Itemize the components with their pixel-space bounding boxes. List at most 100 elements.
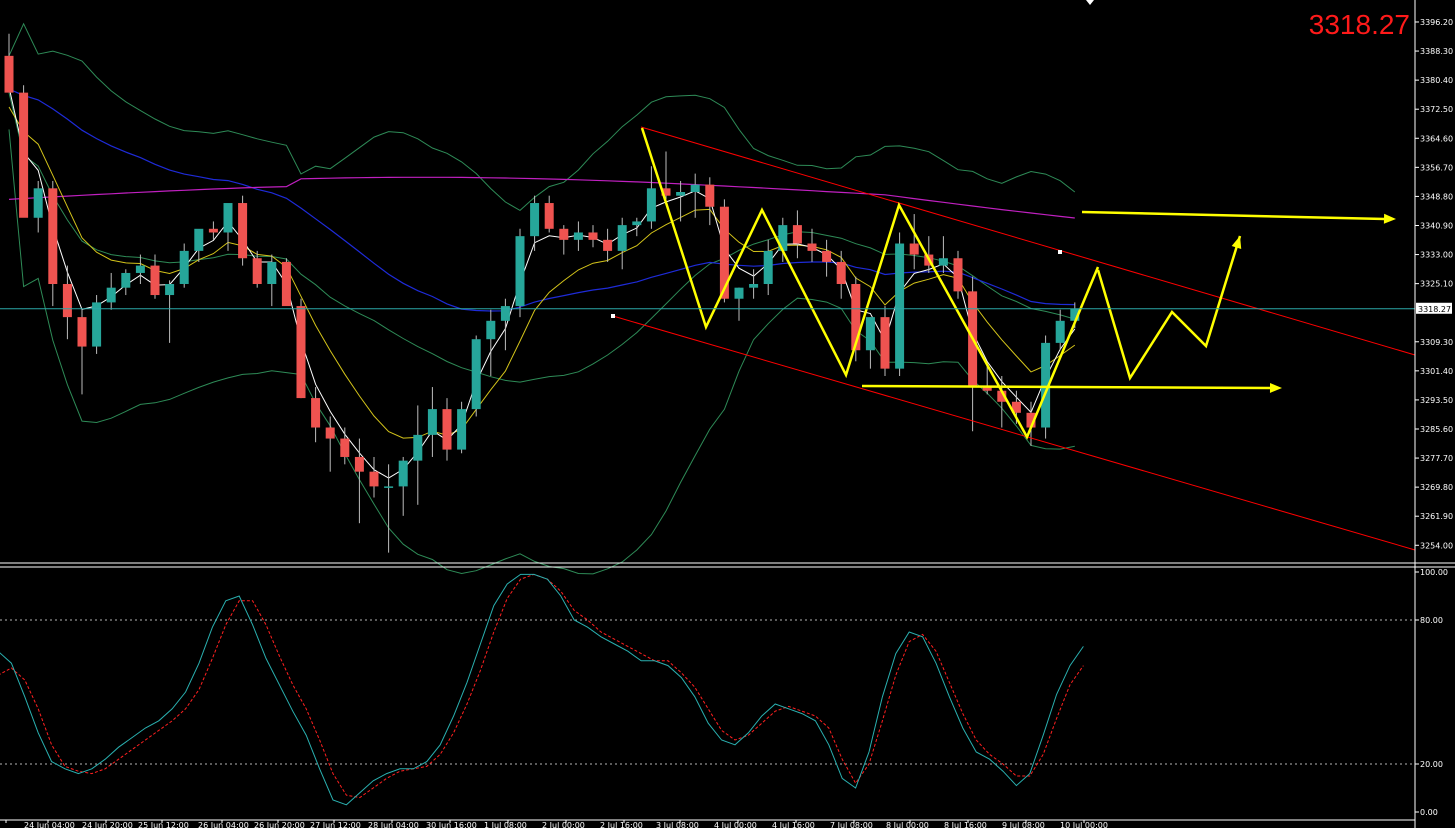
resistance-level-arrow [1081, 210, 1386, 221]
zigzag-pattern-line [640, 127, 1100, 440]
channel-upper-line [640, 126, 1416, 356]
candle-body [544, 203, 554, 229]
price-axis: 3396.20 3388.30 3380.40 3372.50 3364.60 3356.… [1415, 18, 1453, 550]
candle-body [369, 471, 379, 487]
forecast-arrows [640, 127, 1396, 440]
time-tick-label: 4 Jul 00:00 [714, 821, 757, 828]
candle-body [121, 272, 131, 288]
candle-body [982, 387, 992, 391]
price-tick-label: 3380.40 [1420, 76, 1453, 85]
candle-body [734, 287, 744, 299]
candle-body [77, 317, 87, 347]
time-tick-label: 10 Jul 00:00 [1060, 821, 1108, 828]
candle-body [442, 409, 452, 450]
candle-body [1011, 401, 1021, 413]
current-price-tag: 3318.27 [1416, 302, 1452, 314]
candle-body [909, 243, 919, 255]
candle-body [238, 203, 248, 259]
forecast-arrowhead-icon [1231, 236, 1242, 249]
candle-body [530, 203, 540, 237]
time-tick-label: 7 Jul 08:00 [830, 821, 873, 828]
price-tick-label: 3309.30 [1420, 338, 1453, 347]
price-tick-label: 3372.50 [1420, 105, 1453, 114]
candle-body [384, 486, 394, 488]
time-tick-label: 4 Jul 16:00 [772, 821, 815, 828]
stochastic-lines [0, 573, 1084, 806]
candle-body [836, 261, 846, 284]
scroll-marker-icon[interactable] [1086, 0, 1094, 5]
stochastic-axis: 100.00 80.00 20.00 0.00 [1415, 568, 1448, 817]
price-tick-label: 3388.30 [1420, 47, 1453, 56]
current-price-readout: 3318.27 [1309, 9, 1410, 40]
candle-body [165, 284, 175, 296]
time-tick-label: 3 Jul 08:00 [656, 821, 699, 828]
candle-body [938, 258, 948, 266]
channel-anchor[interactable] [611, 314, 615, 318]
candle-body [719, 206, 729, 299]
candle-body [208, 228, 218, 233]
price-tick-label: 3293.50 [1420, 396, 1453, 405]
time-tick-label: 24 Jun 04:00 [24, 821, 75, 828]
stochastic-main-line [0, 573, 1084, 806]
price-tick-label: 3269.80 [1420, 483, 1453, 492]
candle-body [763, 250, 773, 284]
candle-body [1041, 342, 1051, 428]
candle-body [1026, 412, 1036, 428]
time-tick-label: 25 Jun 12:00 [138, 821, 189, 828]
candle-body [223, 203, 233, 233]
candle-body [997, 390, 1007, 402]
support-arrowhead-icon [1269, 382, 1282, 393]
candle-body [953, 258, 963, 292]
stochastic-signal-line [0, 573, 1084, 799]
price-tick-label: 3356.70 [1420, 163, 1453, 172]
candle-body [281, 261, 291, 307]
stochastic-tick-label: 100.00 [1420, 568, 1448, 577]
candle-body [135, 265, 145, 273]
channel-anchor[interactable] [1058, 250, 1062, 254]
candle-body [471, 339, 481, 410]
candle-body [851, 284, 861, 351]
current-price-tag-text: 3318.27 [1418, 305, 1451, 314]
candle-body [603, 239, 613, 251]
candle-body [617, 225, 627, 251]
candle-body [588, 232, 598, 240]
candle-body [500, 306, 510, 321]
candle-body [705, 184, 715, 207]
candle-body [486, 320, 496, 340]
price-panel[interactable] [0, 0, 1416, 575]
candle-body [661, 188, 671, 196]
candle-body [1055, 320, 1065, 343]
stochastic-tick-label: 20.00 [1420, 760, 1443, 769]
time-tick-label: 24 Jun 20:00 [82, 821, 133, 828]
candle-body [822, 250, 832, 262]
time-tick-label: 28 Jun 04:00 [368, 821, 419, 828]
candle-body [865, 317, 875, 351]
price-panel-background [0, 0, 1415, 562]
candle-body [880, 317, 890, 369]
candle-body [646, 188, 656, 222]
support-level-arrow [861, 384, 1271, 390]
price-tick-label: 3396.20 [1420, 18, 1453, 27]
candle-body [179, 250, 189, 284]
ma-magenta-line [8, 176, 1075, 219]
price-tick-label: 3261.90 [1420, 512, 1453, 521]
candle-body [4, 55, 14, 93]
candle-body [19, 92, 29, 218]
candle-body [340, 438, 350, 457]
price-tick-label: 3277.70 [1420, 454, 1453, 463]
time-tick-label: 9 Jul 08:00 [1002, 821, 1045, 828]
stochastic-panel[interactable] [0, 573, 1415, 806]
candle-body [325, 427, 335, 439]
candle-body [632, 221, 642, 226]
price-tick-label: 3348.80 [1420, 192, 1453, 201]
price-tick-label: 3301.40 [1420, 367, 1453, 376]
candle-body [427, 409, 437, 435]
time-tick-label: 27 Jun 12:00 [310, 821, 361, 828]
candle-body [194, 228, 204, 251]
candle-body [267, 261, 277, 284]
price-tick-label: 3333.00 [1420, 251, 1453, 260]
candle-body [676, 192, 686, 196]
candle-body [792, 225, 802, 244]
